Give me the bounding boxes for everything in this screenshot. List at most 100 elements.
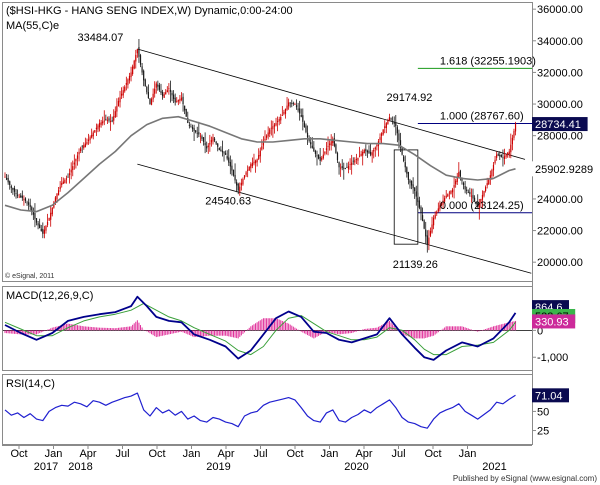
macd-histogram-bar <box>354 330 356 333</box>
candle-body <box>291 102 293 104</box>
candle-body <box>456 176 458 182</box>
macd-histogram-bar <box>272 318 274 331</box>
macd-histogram-bar <box>207 330 209 336</box>
candle-body <box>237 183 239 191</box>
candle-body <box>193 128 195 131</box>
candle-body <box>168 88 170 90</box>
candle-body <box>346 167 348 168</box>
candle-body <box>40 228 42 231</box>
candle-body <box>500 155 502 158</box>
macd-histogram-bar <box>239 330 241 337</box>
candle-body <box>415 191 417 197</box>
candle-body <box>215 141 217 144</box>
macd-histogram-bar <box>231 330 233 338</box>
macd-histogram-bar <box>366 328 368 331</box>
candle-body <box>84 143 86 148</box>
candle-body <box>295 105 298 108</box>
macd-histogram-bar <box>162 330 164 336</box>
macd-histogram-bar <box>152 330 154 336</box>
candle-body <box>144 79 146 87</box>
macd-histogram-bar <box>434 330 436 335</box>
macd-histogram-bar <box>303 330 305 334</box>
macd-histogram-bar <box>84 326 86 331</box>
macd-histogram-bar <box>470 329 472 331</box>
candle-body <box>70 169 72 173</box>
macd-histogram-bar <box>80 325 82 331</box>
candle-body <box>306 132 309 138</box>
candle-body <box>431 224 433 233</box>
macd-histogram-bar <box>412 330 414 338</box>
macd-histogram-bar <box>226 330 228 337</box>
macd-histogram-bar <box>61 325 63 331</box>
macd-histogram-bar <box>448 326 450 331</box>
candle-body <box>198 132 200 135</box>
price-tick-label: 36000.00 <box>537 4 583 16</box>
macd-histogram-bar <box>136 320 138 331</box>
candle-body <box>184 105 186 111</box>
candle-body <box>190 126 192 128</box>
candle-body <box>259 150 261 157</box>
macd-histogram-bar <box>478 330 480 332</box>
candle-body <box>69 173 71 176</box>
candle-body <box>202 137 205 142</box>
macd-histogram-bar <box>169 330 171 335</box>
macd-histogram-bar <box>198 330 200 337</box>
candle-body <box>325 148 328 151</box>
candle-body <box>76 155 79 159</box>
candle-body <box>213 138 216 141</box>
macd-histogram-bar <box>515 320 517 331</box>
macd-histogram-bar <box>436 330 438 334</box>
candle-body <box>135 54 137 62</box>
macd-histogram-bar <box>122 327 124 331</box>
macd-histogram-bar <box>292 326 294 331</box>
macd-histogram-bar <box>251 325 253 331</box>
macd-histogram-bar <box>106 327 108 331</box>
macd-histogram-bar <box>6 330 8 334</box>
x-tick-label: Jan <box>459 448 477 460</box>
candle-body <box>283 111 285 114</box>
macd-histogram-bar <box>4 330 6 334</box>
candle-body <box>239 186 241 192</box>
macd-histogram-bar <box>229 330 231 337</box>
candle-body <box>409 180 411 183</box>
candle-body <box>281 115 283 116</box>
macd-histogram-bar <box>21 330 23 335</box>
macd-histogram-bar <box>88 326 90 331</box>
x-tick-label: Jul <box>253 448 267 460</box>
candle-body <box>86 142 88 145</box>
candle-body <box>292 103 294 104</box>
candle-body <box>277 121 279 122</box>
macd-histogram-bar <box>486 328 488 331</box>
macd-histogram-bar <box>480 330 482 331</box>
macd-histogram-bar <box>450 326 452 331</box>
candle-body <box>80 148 82 152</box>
macd-histogram-bar <box>420 330 422 339</box>
candle-body <box>481 194 484 200</box>
candle-body <box>492 164 495 171</box>
macd-histogram-bar <box>343 330 345 334</box>
macd-histogram-bar <box>132 324 134 331</box>
copyright-text: © eSignal, 2011 <box>5 272 55 280</box>
candle-body <box>191 126 194 129</box>
candle-body <box>53 202 55 208</box>
candle-body <box>253 161 255 164</box>
candle-body <box>433 217 435 226</box>
macd-histogram-bar <box>466 327 468 331</box>
macd-histogram-bar <box>442 328 444 331</box>
macd-histogram-bar <box>261 319 263 331</box>
macd-histogram-bar <box>346 330 348 334</box>
x-tick-label: Jan <box>45 448 63 460</box>
candle-body <box>317 154 320 159</box>
candle-body <box>505 154 507 157</box>
macd-histogram-bar <box>428 330 430 338</box>
candle-body <box>302 115 304 122</box>
candle-body <box>116 106 118 112</box>
macd-histogram-bar <box>258 321 260 331</box>
fib-label-3: 0.000 (23124.25) <box>440 200 524 212</box>
macd-histogram-bar <box>102 327 104 331</box>
macd-histogram-bar <box>212 330 214 336</box>
candle-body <box>469 191 471 195</box>
candle-body <box>412 184 414 189</box>
macd-histogram-bar <box>266 318 268 331</box>
